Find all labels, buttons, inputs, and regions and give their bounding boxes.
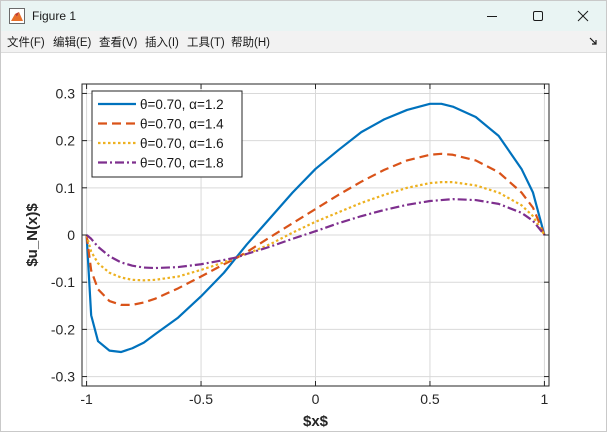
series-line-2	[85, 152, 546, 306]
x-tick-label: 0	[312, 391, 320, 407]
x-tick-label: 0.5	[420, 391, 440, 407]
y-tick-label: -0.1	[51, 274, 75, 290]
y-tick-label: -0.3	[51, 369, 75, 385]
menu-bar: 文件(F) 编辑(E) 查看(V) 插入(I) 工具(T) 帮助(H)	[1, 31, 606, 53]
line-chart: -1 -0.5 0 0.5 1 -0.3 -0.2 -0.1 0 0.1 0.2 0.3 $x$ $u_N…	[24, 83, 550, 430]
title-bar[interactable]: Figure 1	[1, 1, 606, 31]
minimize-button[interactable]	[469, 1, 515, 31]
legend-entry-1: θ=0.70, α=1.2	[140, 97, 224, 112]
maximize-icon	[533, 11, 543, 21]
close-icon	[577, 10, 589, 22]
x-axis-label: $x$	[303, 413, 329, 430]
window-title: Figure 1	[32, 9, 77, 23]
y-tick-label: 0.3	[56, 85, 76, 101]
y-tick-label: 0.1	[56, 180, 76, 196]
series-line-4	[85, 198, 546, 270]
legend-entry-4: θ=0.70, α=1.8	[140, 156, 224, 171]
figure-canvas: -1 -0.5 0 0.5 1 -0.3 -0.2 -0.1 0 0.1 0.2 0.3 $x$ $u_N…	[1, 53, 606, 431]
close-button[interactable]	[560, 1, 606, 31]
y-tick-label: 0.2	[56, 133, 76, 149]
y-axis-label: $u_N(x)$	[24, 203, 41, 267]
menu-file[interactable]: 文件(F)	[7, 37, 45, 49]
y-tick-label: 0	[67, 227, 75, 243]
matlab-figure-icon	[9, 8, 25, 24]
x-tick-label: -1	[80, 391, 93, 407]
minimize-icon	[487, 16, 497, 17]
series-line-3	[85, 181, 546, 282]
maximize-button[interactable]	[515, 1, 561, 31]
legend-entry-2: θ=0.70, α=1.4	[140, 117, 224, 132]
menu-tools[interactable]: 工具(T)	[187, 37, 225, 49]
x-tick-label: -0.5	[189, 391, 213, 407]
menu-view[interactable]: 查看(V)	[99, 37, 138, 49]
menu-insert[interactable]: 插入(I)	[145, 37, 179, 49]
legend-entry-3: θ=0.70, α=1.6	[140, 136, 224, 151]
series-line-1	[85, 102, 546, 354]
dock-arrow-icon[interactable]	[589, 37, 598, 46]
menu-help[interactable]: 帮助(H)	[231, 37, 270, 49]
x-tick-label: 1	[541, 391, 549, 407]
menu-edit[interactable]: 编辑(E)	[53, 37, 92, 49]
y-tick-label: -0.2	[51, 321, 75, 337]
